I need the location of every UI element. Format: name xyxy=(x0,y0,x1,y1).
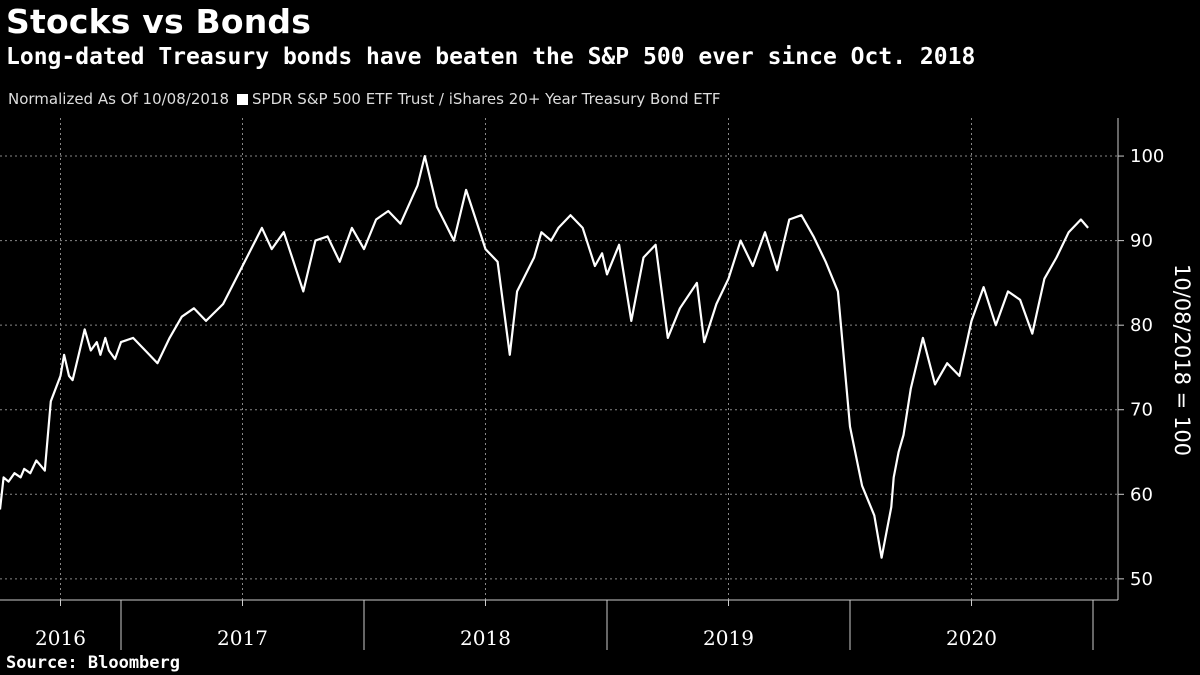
x-tick-labels: 2016 2017 2018 2019 2020 xyxy=(35,600,1094,650)
x-tick-label: 2020 xyxy=(946,626,997,650)
y-tick-label: 60 xyxy=(1130,484,1153,505)
y-tick-label: 100 xyxy=(1130,146,1164,167)
y-tick-label: 70 xyxy=(1130,400,1153,421)
y-tick-label: 80 xyxy=(1130,315,1153,336)
legend-swatch-icon xyxy=(237,93,248,105)
grid-lines xyxy=(0,118,1118,600)
x-tick-label: 2016 xyxy=(35,626,86,650)
x-tick-label: 2018 xyxy=(460,626,511,650)
series-line xyxy=(0,155,1089,559)
y-tick-labels: 50 60 70 80 90 100 xyxy=(1118,146,1164,590)
axes xyxy=(0,118,1119,601)
x-tick-label: 2017 xyxy=(217,626,268,650)
legend: Normalized As Of 10/08/2018 SPDR S&P 500… xyxy=(8,90,721,108)
series-group xyxy=(0,155,1089,559)
legend-series-label: SPDR S&P 500 ETF Trust / iShares 20+ Yea… xyxy=(252,90,721,108)
x-tick-label: 2019 xyxy=(703,626,754,650)
y-tick-label: 90 xyxy=(1130,231,1153,252)
chart-subtitle: Long-dated Treasury bonds have beaten th… xyxy=(6,44,976,70)
y-axis-title: 10/08/2018 = 100 xyxy=(1170,264,1194,456)
normalization-note: Normalized As Of 10/08/2018 xyxy=(8,90,229,108)
source-note: Source: Bloomberg xyxy=(6,653,180,673)
chart-title: Stocks vs Bonds xyxy=(6,2,312,41)
y-tick-label: 50 xyxy=(1130,569,1153,590)
